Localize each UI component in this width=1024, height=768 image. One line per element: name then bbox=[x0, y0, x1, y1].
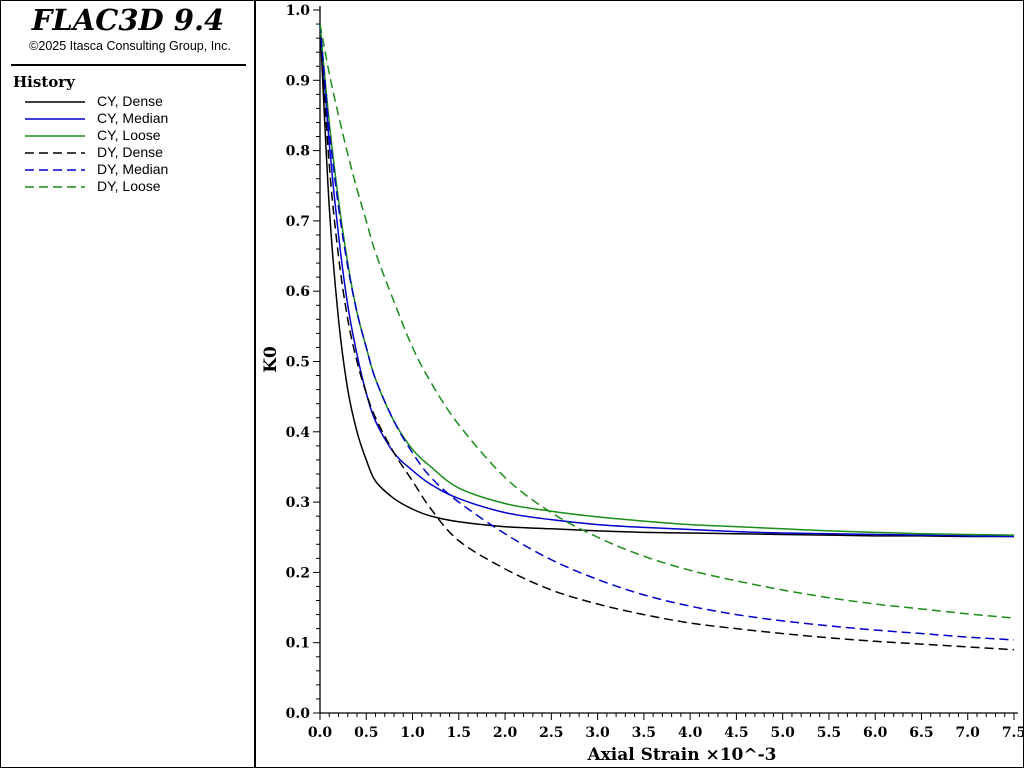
y-tick-label: 0.1 bbox=[286, 636, 310, 652]
divider bbox=[11, 64, 246, 66]
x-tick-label: 3.0 bbox=[585, 725, 610, 741]
series-group bbox=[319, 23, 1015, 651]
y-tick-label: 0.5 bbox=[286, 355, 310, 371]
y-tick-label: 0.4 bbox=[286, 425, 311, 441]
x-tick-label: 6.0 bbox=[863, 725, 888, 741]
app-title: FLAC3D 9.4 bbox=[31, 3, 225, 37]
legend-swatch bbox=[25, 152, 85, 154]
legend-swatch bbox=[25, 118, 85, 120]
y-tick-label: 1.0 bbox=[286, 3, 311, 19]
x-tick-label: 7.5 bbox=[1002, 725, 1023, 741]
legend-panel: FLAC3D 9.4 ©2025 Itasca Consulting Group… bbox=[1, 1, 256, 767]
y-tick-label: 0.9 bbox=[286, 73, 310, 89]
y-axis-title: K0 bbox=[261, 346, 281, 373]
legend-label: DY, Loose bbox=[97, 178, 161, 194]
series-line bbox=[319, 23, 1015, 536]
x-tick-label: 5.5 bbox=[817, 725, 841, 741]
legend-label: CY, Loose bbox=[97, 127, 161, 143]
y-tick-label: 0.8 bbox=[286, 144, 310, 160]
y-tick-label: 0.6 bbox=[286, 284, 310, 300]
legend-swatch bbox=[25, 135, 85, 137]
series-line bbox=[319, 23, 1015, 641]
series-line bbox=[319, 24, 1014, 538]
y-tick-label: 0.2 bbox=[286, 565, 310, 581]
legend-label: DY, Median bbox=[97, 161, 169, 177]
x-tick-label: 0.0 bbox=[308, 725, 333, 741]
series-line bbox=[319, 23, 1015, 619]
x-tick-label: 4.0 bbox=[678, 725, 703, 741]
copyright-text: ©2025 Itasca Consulting Group, Inc. bbox=[29, 39, 231, 53]
x-tick-label: 0.5 bbox=[354, 725, 378, 741]
x-tick-label: 1.0 bbox=[400, 725, 425, 741]
x-tick-label: 6.5 bbox=[909, 725, 933, 741]
x-tick-label: 4.5 bbox=[724, 725, 748, 741]
legend-swatch bbox=[25, 169, 85, 171]
legend-label: DY, Dense bbox=[97, 144, 163, 160]
x-tick-label: 2.0 bbox=[493, 725, 518, 741]
y-tick-label: 0.3 bbox=[286, 495, 310, 511]
history-heading: History bbox=[13, 73, 75, 91]
axes: 0.0 0.1 0.2 0.3 0.4 0.5 0.6 0.7 0.8 0.9 1.0 0.0 0.5 1… bbox=[286, 3, 1023, 741]
legend-label: CY, Median bbox=[97, 110, 169, 126]
x-tick-label: 5.0 bbox=[770, 725, 795, 741]
x-tick-label: 3.5 bbox=[632, 725, 656, 741]
series-line bbox=[319, 24, 1015, 651]
series-line bbox=[319, 24, 1015, 538]
legend-label: CY, Dense bbox=[97, 93, 163, 109]
legend-swatch bbox=[25, 101, 85, 103]
legend-swatch bbox=[25, 186, 85, 188]
x-tick-label: 2.5 bbox=[539, 725, 563, 741]
x-tick-label: 7.0 bbox=[956, 725, 981, 741]
y-tick-label: 0.7 bbox=[286, 214, 310, 230]
y-tick-label: 0.0 bbox=[286, 706, 311, 722]
x-tick-label: 1.5 bbox=[447, 725, 471, 741]
x-axis-title: Axial Strain ×10^-3 bbox=[586, 745, 776, 765]
